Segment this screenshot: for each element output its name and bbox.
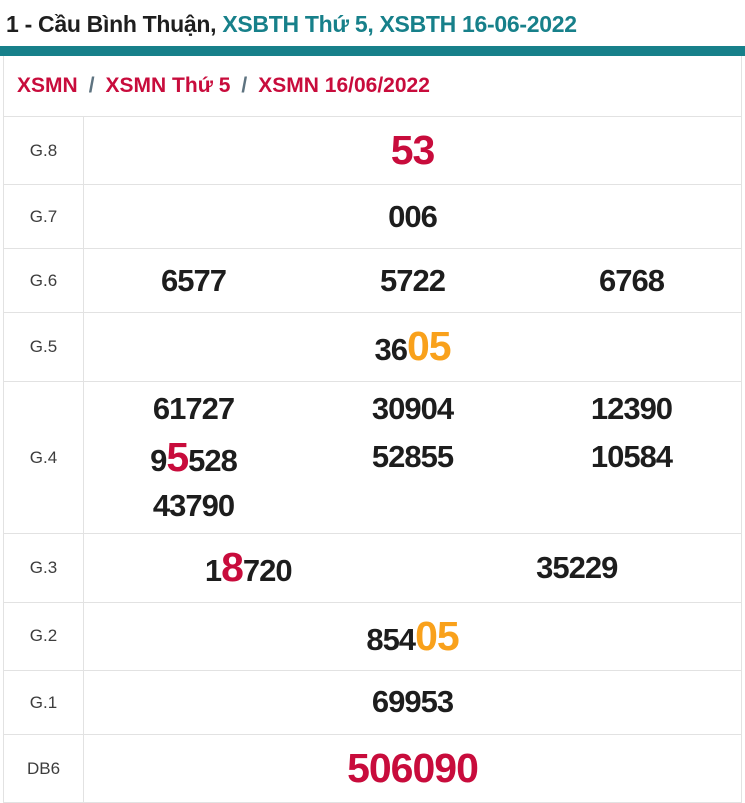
prize-number: 5722 bbox=[303, 260, 522, 302]
digits: 12390 bbox=[590, 390, 673, 426]
breadcrumb-separator: / bbox=[241, 74, 248, 97]
highlighted-digits: 05 bbox=[415, 612, 460, 659]
digits: 854 bbox=[366, 621, 416, 657]
results-card: XSMN / XSMN Thứ 5 / XSMN 16/06/2022 G.8 53 G.7… bbox=[3, 56, 742, 803]
digits: 5722 bbox=[379, 262, 446, 298]
prize-label: G.4 bbox=[4, 381, 84, 534]
prize-number: 43790 bbox=[84, 485, 303, 527]
prize-label: G.8 bbox=[4, 117, 84, 185]
prize-row-g6: G.6 6577 5722 6768 bbox=[4, 248, 741, 313]
prize-number: 36 05 bbox=[84, 319, 741, 374]
prize-number: 12390 bbox=[522, 388, 741, 430]
digits: 30904 bbox=[371, 390, 454, 426]
prize-number: 6577 bbox=[84, 260, 303, 302]
prize-number: 6768 bbox=[522, 260, 741, 302]
prize-values: 69953 bbox=[84, 671, 741, 734]
prize-row-db6: DB6 506090 bbox=[4, 734, 741, 803]
prize-number: 35229 bbox=[413, 547, 742, 589]
digits: 9 bbox=[150, 442, 167, 478]
prize-row-g5: G.5 36 05 bbox=[4, 312, 741, 381]
breadcrumb-separator: / bbox=[88, 74, 95, 97]
prize-values: 53 bbox=[84, 117, 741, 184]
prize-row-g7: G.7 006 bbox=[4, 184, 741, 249]
prize-label: G.5 bbox=[4, 313, 84, 381]
highlighted-digits: 5 bbox=[166, 433, 189, 480]
prize-values: 006 bbox=[84, 185, 741, 248]
digits: 52855 bbox=[371, 439, 454, 475]
digits: 528 bbox=[188, 442, 238, 478]
prize-row-g2: G.2 854 05 bbox=[4, 601, 741, 671]
prize-number: 506090 bbox=[84, 741, 741, 796]
breadcrumb: XSMN / XSMN Thứ 5 / XSMN 16/06/2022 bbox=[4, 56, 741, 116]
breadcrumb-item-2[interactable]: XSMN Thứ 5 bbox=[105, 74, 231, 97]
prize-values: 61727 30904 12390 9 5 528 52855 10584 43790 bbox=[84, 382, 741, 534]
prize-values: 1 8 720 35229 bbox=[84, 534, 741, 601]
prize-number: 1 8 720 bbox=[84, 540, 413, 595]
page-title-plain: 1 - Cầu Bình Thuận, bbox=[6, 11, 217, 37]
prize-label: G.7 bbox=[4, 185, 84, 249]
highlighted-digits: 506090 bbox=[347, 745, 479, 792]
digits: 61727 bbox=[152, 390, 235, 426]
prize-number: 9 5 528 bbox=[84, 430, 303, 485]
prize-number: 69953 bbox=[84, 681, 741, 723]
digits: 6577 bbox=[161, 262, 227, 298]
header-accent-bar bbox=[0, 46, 745, 56]
prize-label: DB6 bbox=[4, 735, 84, 803]
prize-label: G.2 bbox=[4, 602, 84, 671]
breadcrumb-item-3[interactable]: XSMN 16/06/2022 bbox=[258, 74, 430, 97]
prize-number: 30904 bbox=[303, 388, 522, 430]
prize-number: 854 05 bbox=[84, 609, 741, 664]
digits: 6768 bbox=[598, 262, 665, 298]
prize-number: 006 bbox=[84, 196, 741, 238]
digits: 720 bbox=[242, 553, 293, 589]
page-title: 1 - Cầu Bình Thuận, XSBTH Thứ 5, XSBTH 1… bbox=[0, 0, 745, 46]
prize-label: G.3 bbox=[4, 534, 84, 602]
digits: 10584 bbox=[590, 439, 673, 475]
prize-row-g4: G.4 61727 30904 12390 9 5 528 52855 10584 43790 bbox=[4, 380, 741, 534]
prize-values: 506090 bbox=[84, 735, 741, 802]
page-title-link[interactable]: XSBTH Thứ 5, XSBTH 16-06-2022 bbox=[222, 11, 577, 37]
highlighted-digits: 05 bbox=[406, 323, 452, 370]
highlighted-digits: 53 bbox=[390, 127, 436, 173]
breadcrumb-item-1[interactable]: XSMN bbox=[17, 74, 78, 97]
prize-number: 52855 bbox=[303, 436, 522, 478]
prize-number: 53 bbox=[84, 123, 741, 178]
prize-label: G.6 bbox=[4, 249, 84, 313]
digits: 35229 bbox=[536, 549, 618, 585]
digits: 43790 bbox=[152, 488, 235, 524]
prize-values: 854 05 bbox=[84, 603, 741, 670]
prize-number: 61727 bbox=[84, 388, 303, 430]
prize-values: 6577 5722 6768 bbox=[84, 249, 741, 312]
prize-values: 36 05 bbox=[84, 313, 741, 380]
digits: 36 bbox=[374, 332, 407, 368]
prize-row-g1: G.1 69953 bbox=[4, 670, 741, 735]
digits: 1 bbox=[204, 553, 222, 589]
digits: 69953 bbox=[371, 684, 454, 720]
results-table: G.8 53 G.7 006 G.6 6577 5722 6768 G.5 36 05 G.4 6172… bbox=[4, 116, 741, 803]
prize-row-g3: G.3 1 8 720 35229 bbox=[4, 533, 741, 602]
prize-number: 10584 bbox=[522, 436, 741, 478]
prize-row-g8: G.8 53 bbox=[4, 116, 741, 185]
prize-label: G.1 bbox=[4, 671, 84, 735]
digits: 006 bbox=[388, 198, 438, 234]
highlighted-digits: 8 bbox=[221, 544, 244, 591]
